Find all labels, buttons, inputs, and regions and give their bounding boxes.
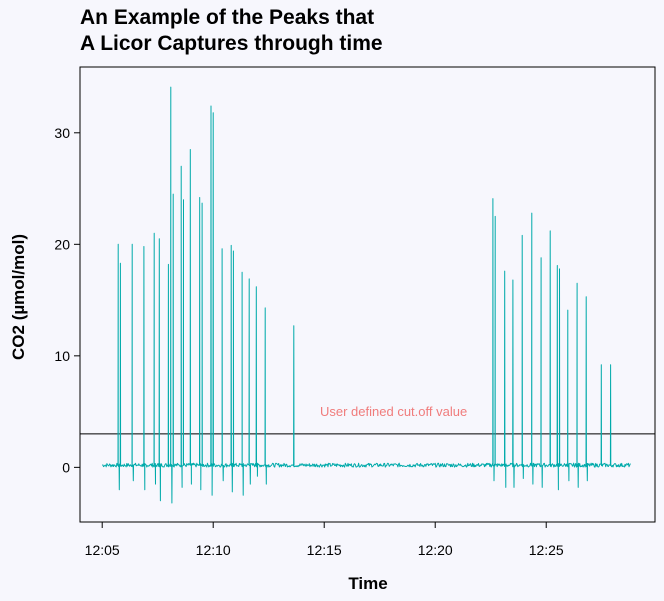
y-tick-label: 20 (54, 236, 70, 252)
cutoff-label: User defined cut.off value (320, 404, 467, 419)
plot-frame (79, 66, 656, 523)
x-tick-label: 12:10 (196, 542, 231, 558)
chart-title: An Example of the Peaks that A Licor Cap… (80, 5, 383, 57)
co2-series-line (102, 86, 631, 504)
x-tick-label: 12:05 (85, 542, 120, 558)
x-tick-label: 12:25 (529, 542, 564, 558)
y-tick-label: 0 (62, 459, 70, 475)
chart-title-line-1: An Example of the Peaks that (80, 6, 375, 29)
x-axis: 12:05 12:10 12:15 12:20 12:25 (85, 522, 564, 558)
y-tick-label: 10 (54, 348, 70, 364)
y-tick-label: 30 (54, 125, 70, 141)
x-axis-title: Time (348, 574, 387, 593)
x-tick-label: 12:20 (418, 542, 453, 558)
y-axis-title: CO2 (µmol/mol) (9, 234, 28, 360)
y-axis: 0 10 20 30 (54, 125, 80, 475)
x-tick-label: 12:15 (307, 542, 342, 558)
chart-title-line-2: A Licor Captures through time (80, 32, 383, 55)
